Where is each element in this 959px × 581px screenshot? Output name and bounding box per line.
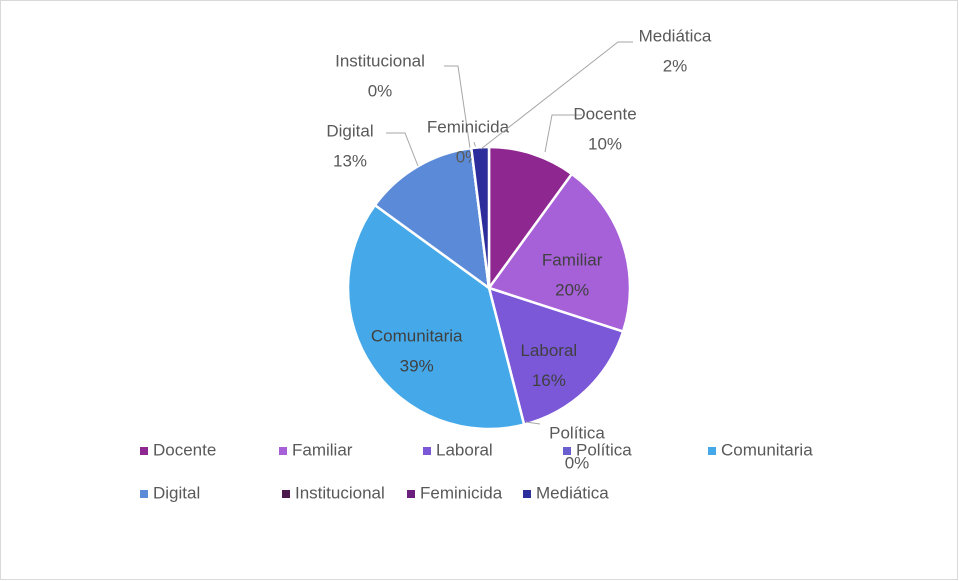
legend-swatch (140, 490, 148, 498)
legend-label: Laboral (436, 440, 493, 459)
legend-swatch (523, 490, 531, 498)
legend-label: Mediática (536, 483, 609, 502)
legend-swatch (140, 447, 148, 455)
slice-label: Laboral (520, 341, 577, 360)
slice-value: 13% (333, 151, 367, 170)
slice-label: Mediática (639, 26, 712, 45)
leader-line (525, 421, 541, 425)
slice-value: 0% (368, 81, 393, 100)
pie-slice (486, 172, 632, 334)
pie-slice (469, 145, 491, 289)
legend-label: Comunitaria (721, 440, 813, 459)
legend-label: Familiar (292, 440, 353, 459)
legend-swatch (708, 447, 716, 455)
legend-label: Digital (153, 483, 200, 502)
leader-line (544, 114, 582, 153)
slice-value: 2% (663, 56, 688, 75)
pie-slice (487, 286, 625, 427)
legend-label: Feminicida (420, 483, 503, 502)
slice-value: 20% (555, 280, 589, 299)
legend-label: Docente (153, 440, 216, 459)
slice-label: Comunitaria (371, 327, 463, 346)
slice-label: Institucional (335, 51, 425, 70)
slice-label: Docente (573, 104, 636, 123)
legend-swatch (407, 490, 415, 498)
slice-value: 39% (400, 357, 434, 376)
slice-value: 16% (532, 371, 566, 390)
slice-label: Feminicida (427, 117, 510, 136)
leader-line (480, 41, 633, 150)
legend-swatch (282, 490, 290, 498)
pie-slice (487, 145, 574, 292)
slice-label: Familiar (542, 250, 603, 269)
slice-label: Política (549, 423, 605, 442)
legend-swatch (423, 447, 431, 455)
legend-swatch (279, 447, 287, 455)
leader-line (386, 132, 419, 167)
leader-line (444, 65, 471, 149)
legend-label: Institucional (295, 483, 385, 502)
slice-value: 10% (588, 134, 622, 153)
slice-label: Digital (326, 121, 373, 140)
legend-label: Política (576, 440, 632, 459)
pie-slice (346, 203, 526, 431)
pie-slice (373, 146, 491, 291)
slice-value: 0% (565, 453, 590, 472)
legend-swatch (563, 447, 571, 455)
